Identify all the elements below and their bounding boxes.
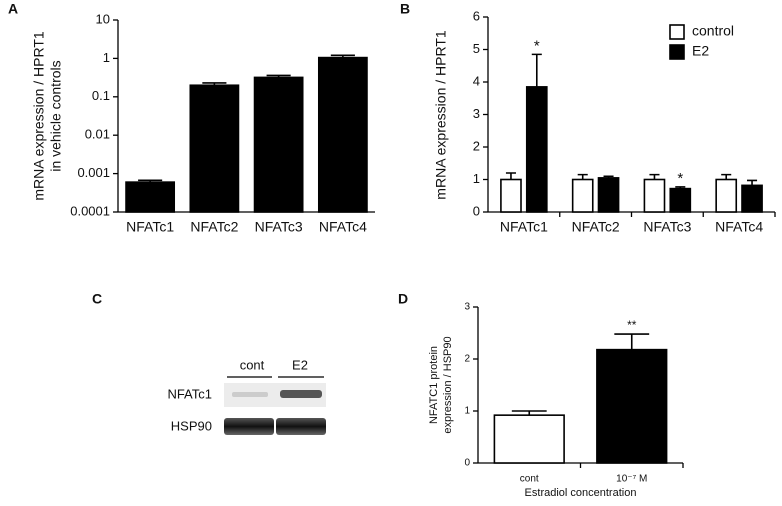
y-tick-label: 0.1 — [92, 88, 110, 103]
error-bar — [721, 173, 732, 180]
x-axis-label: Estradiol concentration — [525, 487, 637, 499]
error-bar — [531, 53, 542, 87]
lane-label: E2 — [292, 357, 308, 372]
y-tick-label: 3 — [464, 302, 470, 313]
blot-band — [280, 390, 322, 398]
y-tick-label: 3 — [473, 106, 480, 121]
legend-label: E2 — [692, 43, 709, 59]
y-axis-label: expression / HSP90 — [442, 336, 454, 433]
panel-label: A — [8, 1, 18, 17]
lane-label: cont — [240, 357, 265, 372]
bar — [741, 184, 763, 213]
annotation: * — [534, 37, 540, 54]
bar — [715, 178, 738, 213]
x-tick-label: NFATc2 — [572, 219, 620, 235]
legend-swatch — [669, 24, 685, 40]
y-tick-label: 1 — [473, 171, 480, 186]
legend-label: control — [692, 23, 734, 39]
y-tick-label: 2 — [473, 138, 480, 153]
y-axis-label: in vehicle controls — [48, 60, 64, 171]
y-axis-label: mRNA expression / HPRT1 — [433, 30, 449, 200]
panel-label: D — [398, 291, 408, 307]
error-bar — [747, 179, 758, 186]
y-tick-label: 1 — [103, 50, 110, 65]
x-tick-label: NFATc1 — [500, 219, 548, 235]
y-tick-label: 0.01 — [85, 127, 110, 142]
y-tick-label: 5 — [473, 41, 480, 56]
y-tick-label: 0.001 — [77, 165, 110, 180]
bar — [643, 178, 666, 213]
x-tick-label: NFATc2 — [190, 219, 238, 235]
error-bar — [577, 173, 588, 180]
bar — [500, 178, 522, 213]
blot-band — [232, 392, 268, 397]
y-tick-label: 2 — [464, 354, 470, 365]
y-tick-label: 1 — [464, 406, 470, 417]
row-label: NFATc1 — [167, 386, 212, 401]
bar — [189, 84, 240, 213]
blot-band — [224, 418, 274, 435]
y-tick-label: 0 — [473, 203, 480, 218]
legend-swatch — [669, 44, 685, 60]
bar — [571, 178, 594, 213]
row-label: HSP90 — [171, 418, 212, 433]
panel-label: B — [400, 1, 410, 17]
y-tick-label: 4 — [473, 73, 480, 88]
y-axis-label: mRNA expression / HPRT1 — [31, 31, 47, 201]
panel-label: C — [92, 291, 102, 307]
bar — [493, 414, 565, 464]
y-tick-label: 0 — [464, 458, 470, 469]
y-tick-label: 10 — [96, 11, 110, 26]
x-tick-label: NFATc3 — [643, 219, 691, 235]
blot-panel: C cont E2 NFATc1 HSP90 — [92, 291, 326, 435]
bar — [253, 76, 304, 213]
annotation: * — [677, 170, 683, 187]
x-tick-label: NFATc3 — [255, 219, 303, 235]
error-bar — [614, 333, 650, 350]
x-tick-label: 10⁻⁷ M — [616, 474, 647, 485]
bar — [317, 56, 368, 213]
x-tick-label: NFATc1 — [126, 219, 174, 235]
blot-band — [276, 418, 326, 435]
bar — [596, 348, 668, 464]
error-bar — [649, 173, 660, 180]
bar — [597, 177, 620, 213]
error-bar — [505, 172, 516, 180]
bar — [525, 86, 548, 213]
y-axis-label: NFATC1 protein — [428, 346, 440, 424]
x-tick-label: cont — [520, 474, 539, 485]
y-tick-label: 6 — [473, 8, 480, 23]
bar — [125, 181, 176, 213]
y-tick-label: 0.0001 — [70, 203, 110, 218]
x-tick-label: NFATc4 — [319, 219, 367, 235]
annotation: ** — [627, 318, 637, 332]
bar — [669, 187, 692, 213]
x-tick-label: NFATc4 — [715, 219, 763, 235]
